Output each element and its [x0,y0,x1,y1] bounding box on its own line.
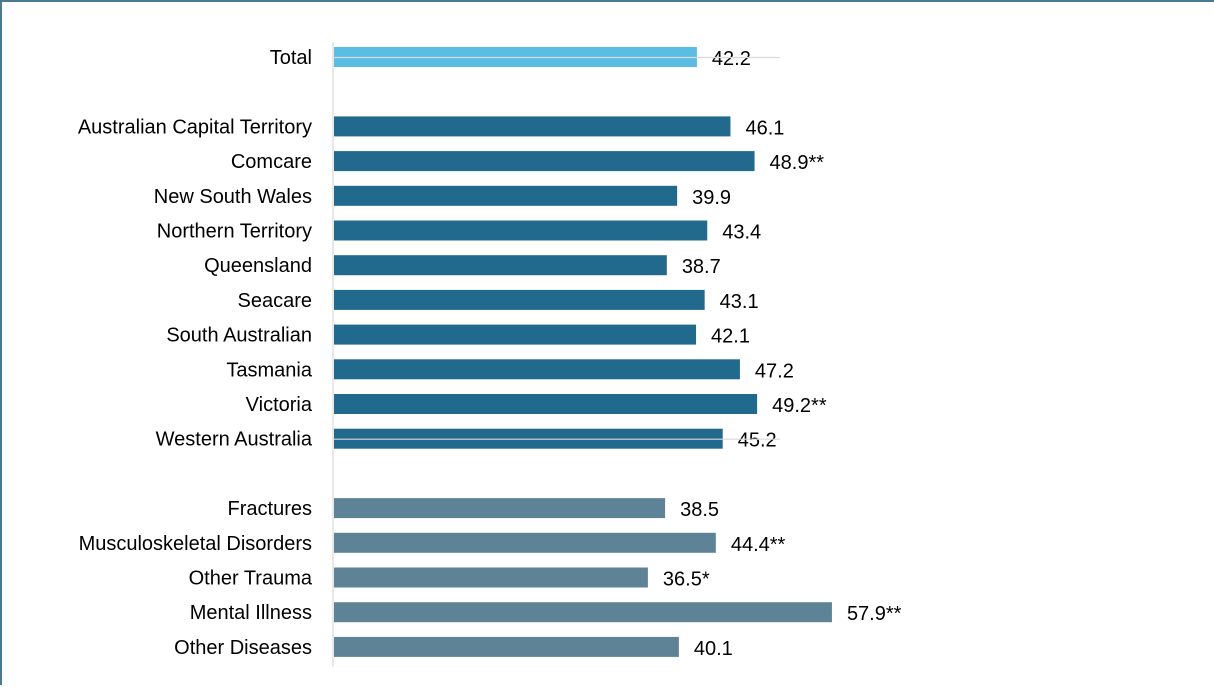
bar [334,394,758,414]
data-label: 42.2 [712,48,751,70]
data-label: 39.9 [692,187,731,209]
data-label: 48.9** [770,152,825,174]
data-label: 57.9** [847,603,902,625]
bar [334,636,679,657]
data-label: 42.1 [711,326,750,348]
bar [334,324,697,345]
data-label: 45.2 [738,430,777,452]
data-label: 36.5* [663,569,710,591]
bar [334,498,666,519]
data-label: 44.4** [731,534,786,556]
category-label: New South Wales [154,186,312,208]
category-label: Total [270,47,312,69]
category-label: Mental Illness [190,602,312,624]
category-label: South Australian [166,325,312,347]
data-label: 43.4 [722,222,761,244]
bar [334,359,740,380]
category-label: Northern Territory [157,221,312,243]
data-label: 46.1 [745,117,784,139]
bar [334,567,648,588]
bar [334,532,716,553]
data-label: 43.1 [720,291,759,313]
category-label: Comcare [231,151,312,173]
data-label: 40.1 [694,638,733,660]
bar [334,185,678,206]
category-label: Musculoskeletal Disorders [79,533,312,555]
category-label: Queensland [204,255,312,277]
bar [334,289,705,310]
category-label: Fractures [228,498,312,520]
data-label: 49.2** [772,395,827,417]
bar [334,151,755,172]
category-label: Australian Capital Territory [78,116,312,138]
category-label: Other Trauma [189,568,313,590]
category-label: Western Australia [156,429,313,451]
data-label: 38.7 [682,256,721,278]
data-label: 47.2 [755,360,794,382]
category-label: Victoria [246,394,313,416]
bar [334,220,708,241]
bar [334,255,667,276]
data-label: 38.5 [680,499,719,521]
bar [334,116,731,137]
bar [334,602,832,623]
category-label: Tasmania [226,359,312,381]
category-label: Other Diseases [174,637,312,659]
category-label: Seacare [238,290,313,312]
